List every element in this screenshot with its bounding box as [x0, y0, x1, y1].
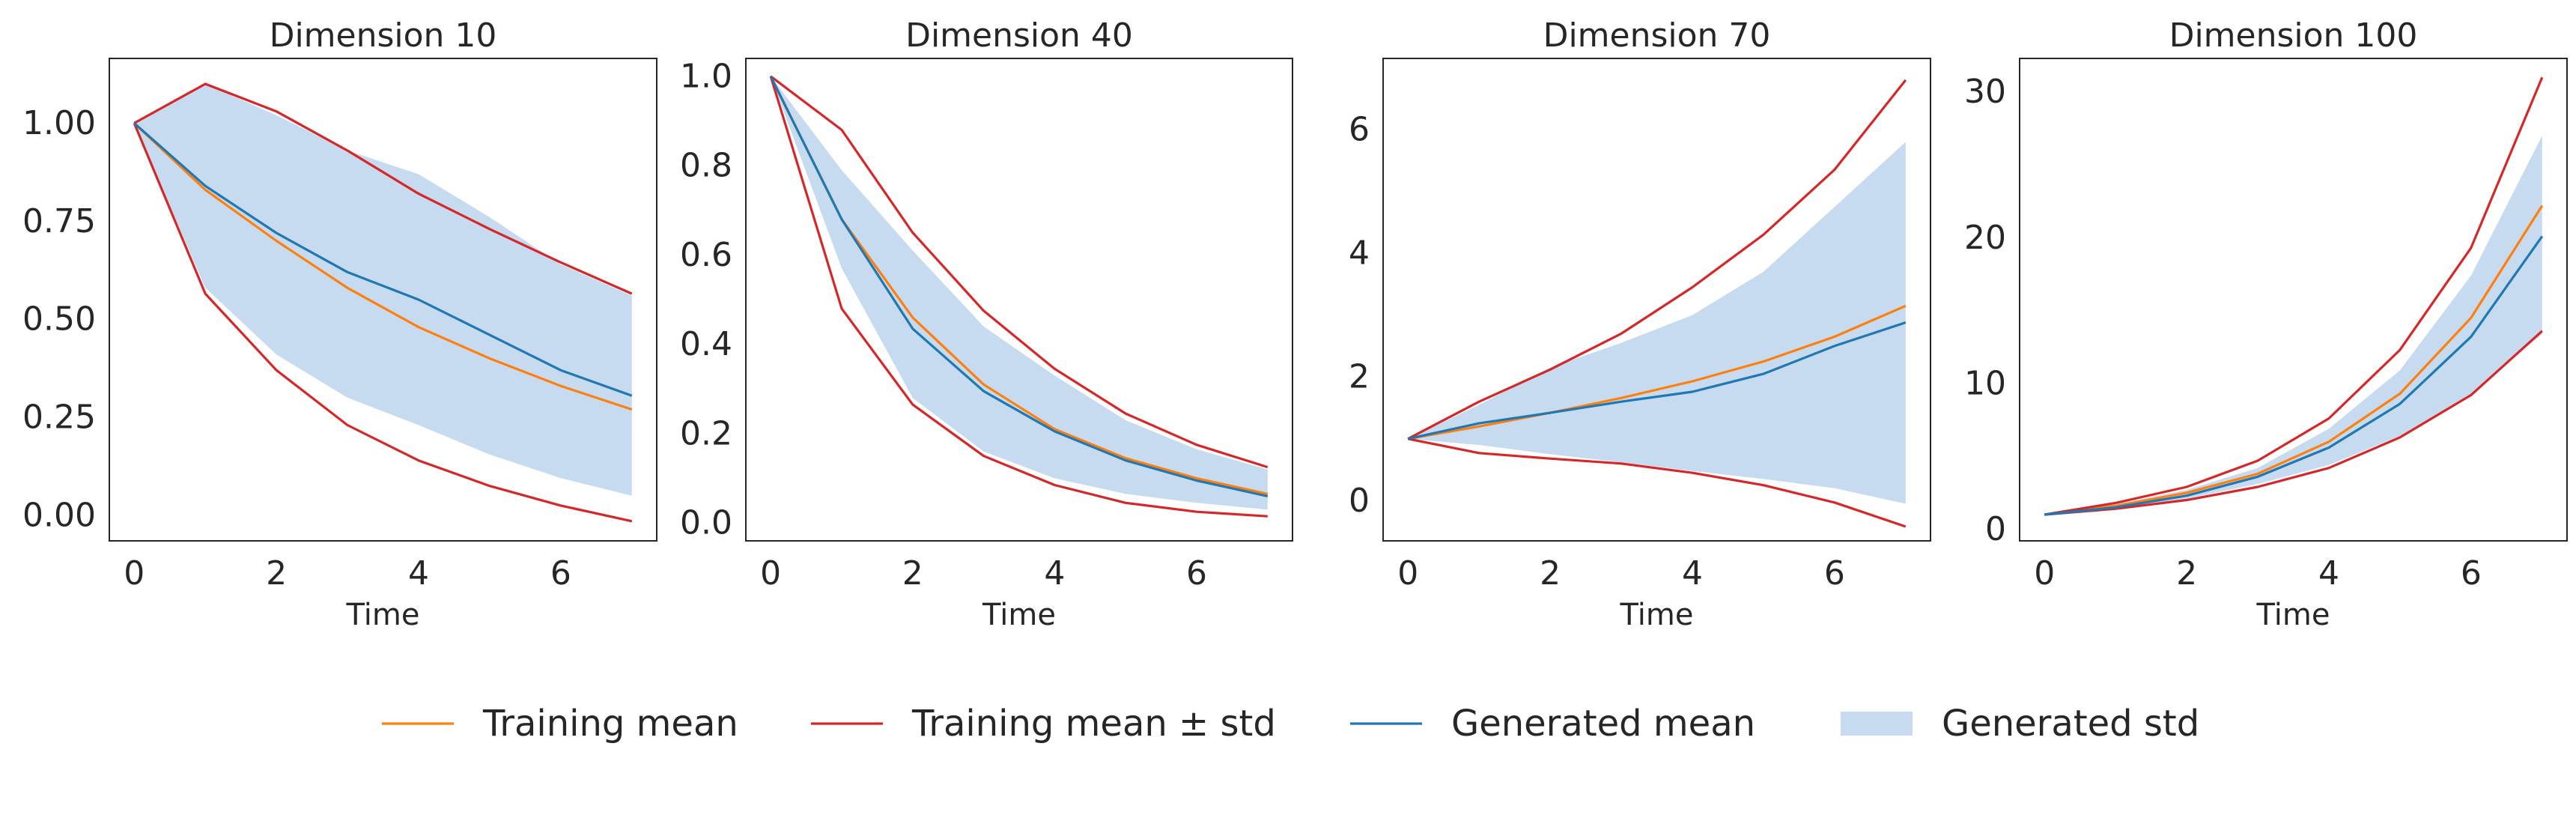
axes-frame	[745, 58, 1293, 542]
y-tick-label: 0.6	[680, 236, 732, 274]
series-line-train-mean	[1407, 304, 1907, 440]
x-tick-label: 0	[1397, 554, 1418, 593]
x-tick-label: 2	[2176, 554, 2197, 593]
x-axis-label: Time	[1620, 598, 1694, 632]
series-line-train-upper	[770, 75, 1269, 469]
x-tick-label: 0	[760, 554, 781, 593]
y-tick-label: 0	[1349, 482, 1370, 520]
subplot-title: Dimension 70	[1543, 16, 1771, 55]
y-tick-label: 0	[1985, 510, 2006, 548]
legend-label: Generated std	[1942, 703, 2199, 745]
generated-std-band	[771, 76, 1268, 510]
series-line-train-upper	[1407, 79, 1907, 440]
legend-item: Training mean ± std	[811, 703, 1276, 745]
y-tick-label: 0.75	[22, 202, 96, 240]
y-tick-label: 0.4	[680, 325, 732, 363]
subplot-3: Dimension 70 0 2 4 6 0 2 4 6 Time	[1349, 16, 1931, 632]
series-line-gen-mean	[1407, 321, 1907, 440]
x-tick-label: 2	[266, 554, 287, 593]
series-line-train-lower	[1407, 437, 1907, 528]
x-axis-label: Time	[346, 598, 420, 632]
generated-std-band	[1408, 142, 1906, 504]
y-tick-label: 0.00	[22, 496, 96, 534]
x-tick-label: 4	[2318, 554, 2339, 593]
y-tick-label: 20	[1964, 219, 2006, 257]
x-tick-label: 4	[1682, 554, 1703, 593]
x-tick-label: 0	[124, 554, 145, 593]
x-tick-label: 6	[2461, 554, 2482, 593]
legend-item: Training mean	[382, 703, 738, 745]
series-line-gen-mean	[2044, 235, 2544, 516]
y-tick-label: 1.0	[680, 57, 732, 95]
axes-frame	[109, 58, 657, 542]
generated-std-band	[134, 84, 632, 496]
x-tick-label: 2	[902, 554, 923, 593]
series-line-train-lower	[2044, 330, 2543, 516]
y-tick-label: 0.50	[22, 300, 96, 339]
subplots: Dimension 100 2 4 60.000.250.500.751.00Time…	[22, 16, 2568, 632]
generated-std-band	[2044, 136, 2542, 515]
y-tick-label: 0.25	[22, 399, 96, 437]
x-axis-label: Time	[2256, 598, 2330, 632]
x-tick-label: 6	[1824, 554, 1845, 593]
series-line-train-upper	[133, 82, 633, 295]
subplot-4: Dimension 100 0 2 4 6 0 10 20 30 Time	[1964, 16, 2568, 632]
y-tick-label: 0.8	[680, 147, 732, 185]
legend-label: Training mean ± std	[911, 703, 1276, 745]
x-tick-label: 4	[1044, 554, 1065, 593]
x-tick-label: 0	[2034, 554, 2055, 593]
legend: Training mean Training mean ± std Generate…	[382, 703, 2199, 745]
subplot-1: Dimension 10 0 2 4 6 0.00 0.25 0.50 0.75 1.00 Time	[22, 16, 657, 632]
legend-item: Generated mean	[1350, 703, 1755, 745]
y-tick-label: 2	[1349, 358, 1370, 396]
y-tick-label: 0.0	[680, 504, 732, 542]
series-line-train-mean	[133, 122, 633, 411]
series-line-gen-mean	[769, 76, 1269, 497]
series-line-train-lower	[769, 76, 1268, 518]
y-tick-label: 0.2	[680, 414, 732, 452]
legend-label: Training mean	[482, 703, 738, 745]
x-axis-label: Time	[982, 598, 1056, 632]
x-tick-label: 4	[408, 554, 429, 593]
y-tick-label: 1.00	[22, 104, 96, 142]
y-tick-label: 30	[1964, 73, 2006, 111]
y-tick-label: 4	[1349, 234, 1370, 273]
x-tick-label: 2	[1540, 554, 1561, 593]
legend-item: Generated std	[1841, 703, 2199, 745]
subplot-title: Dimension 40	[905, 16, 1133, 55]
subplot-title: Dimension 100	[2169, 16, 2418, 55]
subplot-2: Dimension 40 0 2 4 6 0.0 0.2 0.4 0.6 0.8 1.0 Time	[680, 16, 1293, 632]
series-line-train-upper	[2044, 76, 2544, 516]
legend-swatch	[1841, 712, 1913, 736]
y-tick-label: 10	[1964, 364, 2006, 402]
series-line-gen-mean	[133, 122, 633, 397]
y-tick-label: 6	[1349, 110, 1370, 148]
subplot-title: Dimension 10	[270, 16, 497, 55]
series-line-train-mean	[2044, 205, 2544, 516]
x-tick-label: 6	[550, 554, 571, 593]
legend-label: Generated mean	[1451, 703, 1755, 745]
series-line-train-lower	[133, 122, 633, 523]
axes-frame	[1382, 58, 1931, 542]
axes-frame	[2019, 58, 2568, 542]
x-tick-label: 6	[1186, 554, 1207, 593]
